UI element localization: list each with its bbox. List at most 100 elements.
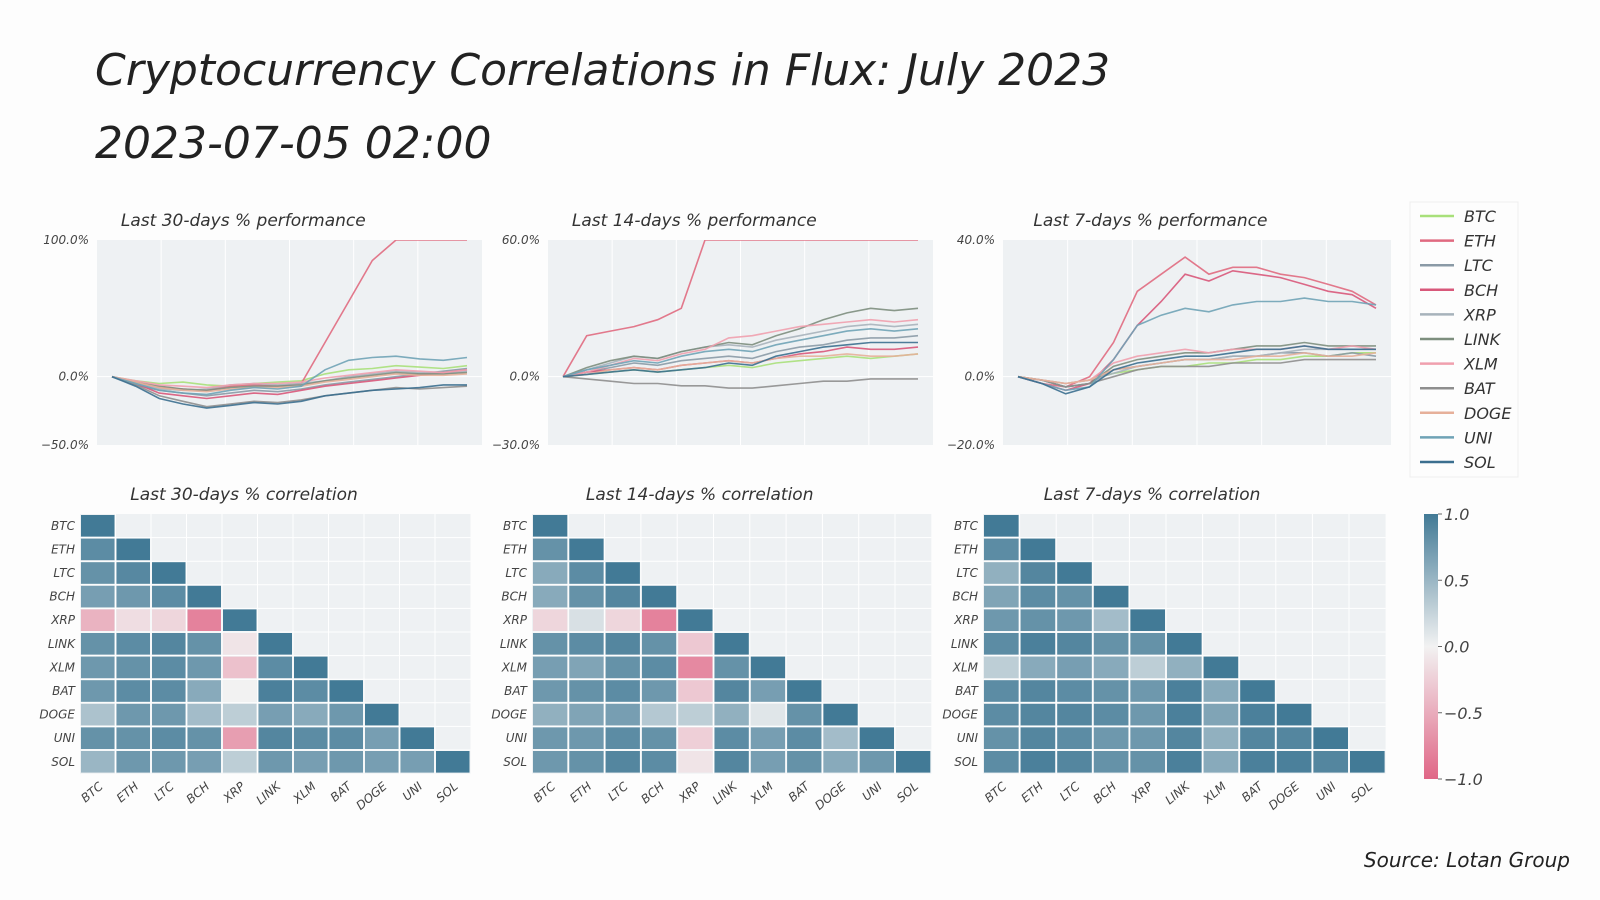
- heatmap-cell-sol-ltc: [1057, 751, 1092, 773]
- heatmap-cell-bat-bch: [1093, 680, 1129, 702]
- heatmap-cell-link-eth: [1020, 633, 1056, 655]
- series-line-doge: [562, 353, 919, 378]
- x-tick-label: UNI: [400, 779, 426, 804]
- series-line-btc: [111, 364, 468, 388]
- x-tick-label: BCH: [638, 779, 667, 806]
- heatmap-cell-bat-ltc: [1057, 680, 1092, 702]
- heatmap-cell-sol-bch: [1093, 751, 1129, 773]
- series-line-bat: [1017, 358, 1376, 388]
- y-tick-label: XRP: [953, 613, 979, 627]
- heatmap-cell-sol-uni: [1313, 751, 1348, 773]
- heatmap-cell-uni-bat: [787, 727, 822, 749]
- heatmap-cell-doge-bat: [1240, 703, 1275, 726]
- series-line-xrp: [562, 323, 919, 378]
- heatmap-cell-link-link: [258, 633, 292, 655]
- x-tick-label: DOGE: [353, 779, 390, 813]
- heatmap-cell-bat-bat: [787, 680, 822, 702]
- heatmap-cell-bat-eth: [569, 680, 604, 702]
- heatmap-cell-bch-eth: [569, 585, 604, 608]
- heatmap-cell-bch-bch: [187, 585, 221, 608]
- legend-label-sol: SOL: [1464, 453, 1496, 472]
- heatmap-cell-sol-doge: [1276, 751, 1312, 773]
- x-tick-label: ETH: [114, 779, 141, 805]
- heatmap-cell-bat-link: [714, 680, 749, 702]
- heatmap-cell-doge-eth: [116, 703, 150, 726]
- heatmap-cell-sol-link: [258, 751, 292, 773]
- legend: BTC ETH LTC BCH XRP LINK XLM BAT DOGE UNI SOL: [1409, 201, 1519, 478]
- heatmap-cell-doge-xlm: [294, 703, 328, 726]
- heatmap-cell-uni-xrp: [223, 727, 257, 749]
- heatmap-cell-uni-ltc: [152, 727, 186, 749]
- heatmap-cell-doge-xrp: [223, 703, 257, 726]
- series-group: [562, 240, 919, 389]
- heatmap-cell-ltc-eth: [116, 562, 150, 584]
- x-tick-label: LTC: [1057, 779, 1083, 804]
- heatmap-cell-uni-xrp: [1130, 727, 1165, 749]
- series-line-uni: [562, 327, 919, 378]
- y-tick-label: UNI: [54, 731, 76, 745]
- x-tick-label: LTC: [151, 779, 177, 804]
- performance-panel-0: Last 30-days % performance 100.0% 0.0% −50.…: [41, 211, 482, 452]
- x-tick-label: SOL: [433, 779, 460, 805]
- heatmap-cell-bat-xrp: [1130, 680, 1165, 702]
- heatmap-cell-doge-xrp: [678, 703, 713, 726]
- heatmap-cell-sol-btc: [533, 751, 568, 773]
- heatmap-cell-xlm-eth: [1020, 656, 1056, 679]
- heatmap-cell-xlm-xlm: [1203, 656, 1239, 679]
- heatmap-cell-sol-xrp: [1130, 751, 1165, 773]
- heatmap-cell-sol-xlm: [1203, 751, 1239, 773]
- performance-panel-2: Last 7-days % performance 40.0% 0.0% −20.0%: [947, 211, 1391, 452]
- heatmap-cell-xrp-ltc: [605, 609, 640, 631]
- y-tick-label: 0.0%: [510, 370, 541, 384]
- heatmap-cell-uni-xrp: [678, 727, 713, 749]
- heatmap-cell-bch-bch: [641, 585, 677, 608]
- heatmap-cell-bch-bch: [1093, 585, 1129, 608]
- heatmap-cell-xlm-xlm: [294, 656, 328, 679]
- heatmap-cell-doge-bch: [641, 703, 677, 726]
- heatmap-cell-uni-btc: [81, 727, 115, 749]
- heatmap-cell-uni-link: [258, 727, 292, 749]
- colorbar-gradient: [1424, 514, 1438, 779]
- x-tick-label: LINK: [253, 778, 284, 807]
- heatmap-cell-bch-btc: [984, 585, 1019, 608]
- series-line-xlm: [111, 368, 468, 389]
- series-line-link: [111, 371, 468, 392]
- heatmap-cell-xlm-xrp: [678, 656, 713, 679]
- heatmap-cell-btc-btc: [533, 515, 568, 537]
- heatmap-cell-sol-xrp: [678, 751, 713, 773]
- heatmap-cell-bch-ltc: [605, 585, 640, 608]
- heatmap-cell-ltc-ltc: [1057, 562, 1092, 584]
- series-line-sol: [562, 341, 918, 378]
- heatmap-cell-doge-eth: [569, 703, 604, 726]
- heatmap-cell-link-link: [1167, 633, 1202, 655]
- heatmap-cell-bat-bch: [641, 680, 677, 702]
- heatmap-cell-sol-ltc: [605, 751, 640, 773]
- y-tick-label: SOL: [503, 755, 527, 769]
- heatmap-cell-doge-bat: [787, 703, 822, 726]
- heatmap-cell-sol-doge: [823, 751, 858, 773]
- heatmap-cell-sol-bch: [641, 751, 677, 773]
- heatmap-cell-xlm-ltc: [605, 656, 640, 679]
- x-tick-label: BTC: [531, 779, 559, 806]
- heatmap-cell-sol-btc: [984, 751, 1019, 773]
- heatmap-cell-xlm-bch: [641, 656, 677, 679]
- heatmap-cell-uni-bch: [1093, 727, 1129, 749]
- heatmap-cell-uni-link: [1167, 727, 1202, 749]
- series-line-sol: [1017, 345, 1376, 395]
- heatmap-cell-bat-xrp: [678, 680, 713, 702]
- y-tick-label: 0.0%: [965, 370, 996, 384]
- heatmap-cell-link-bch: [1093, 633, 1129, 655]
- heatmap-cell-sol-eth: [116, 751, 150, 773]
- heatmap-cell-bat-xrp: [223, 680, 257, 702]
- heatmap-cell-doge-btc: [533, 703, 568, 726]
- heatmap-cell-link-xrp: [1130, 633, 1165, 655]
- colorbar: 1.0 0.5 0.0 −0.5 −1.0: [1424, 505, 1483, 789]
- y-tick-label: BAT: [52, 684, 77, 698]
- heatmap-cell-bat-eth: [1020, 680, 1056, 702]
- heatmap-cell-bat-bch: [187, 680, 221, 702]
- heatmap-cell-sol-bat: [329, 751, 363, 773]
- heatmap-cell-uni-btc: [984, 727, 1019, 749]
- series-group: [111, 240, 468, 409]
- x-tick-label: ETH: [1018, 779, 1045, 805]
- heatmap-cell-sol-xlm: [294, 751, 328, 773]
